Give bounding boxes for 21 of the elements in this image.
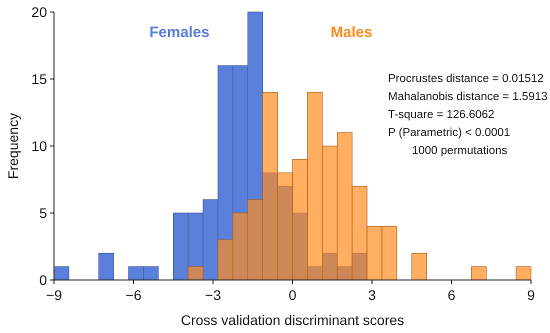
x-tick-label: 9 xyxy=(527,287,536,303)
x-tick-label: 6 xyxy=(448,287,456,303)
y-axis-title: Frequency xyxy=(5,112,21,180)
text: Males xyxy=(330,24,372,41)
y-tick-label: 0 xyxy=(39,272,48,288)
annotation: 1000 permutations xyxy=(412,145,508,157)
y-tick-label: 15 xyxy=(31,70,48,87)
annotation: Mahalanobis distance = 1.5913 xyxy=(388,91,548,103)
x-tick-label: 3 xyxy=(368,287,376,303)
annotation: Procrustes distance = 0.01512 xyxy=(388,73,544,85)
y-tick-label: 10 xyxy=(31,138,48,154)
y-tick-label: 20 xyxy=(31,4,48,20)
x-tick-label: −3 xyxy=(205,287,222,303)
x-tick-label: −6 xyxy=(126,287,142,303)
annotation: T-square = 126.6062 xyxy=(388,109,494,121)
annotation: P (Parametric) < 0.0001 xyxy=(388,127,510,139)
x-tick-label: −9 xyxy=(46,287,62,303)
x-axis-title: Cross validation discriminant scores xyxy=(180,312,404,328)
y-tick-label: 5 xyxy=(39,204,48,221)
x-tick-label: 0 xyxy=(288,287,297,303)
series-label: Females xyxy=(149,24,210,41)
